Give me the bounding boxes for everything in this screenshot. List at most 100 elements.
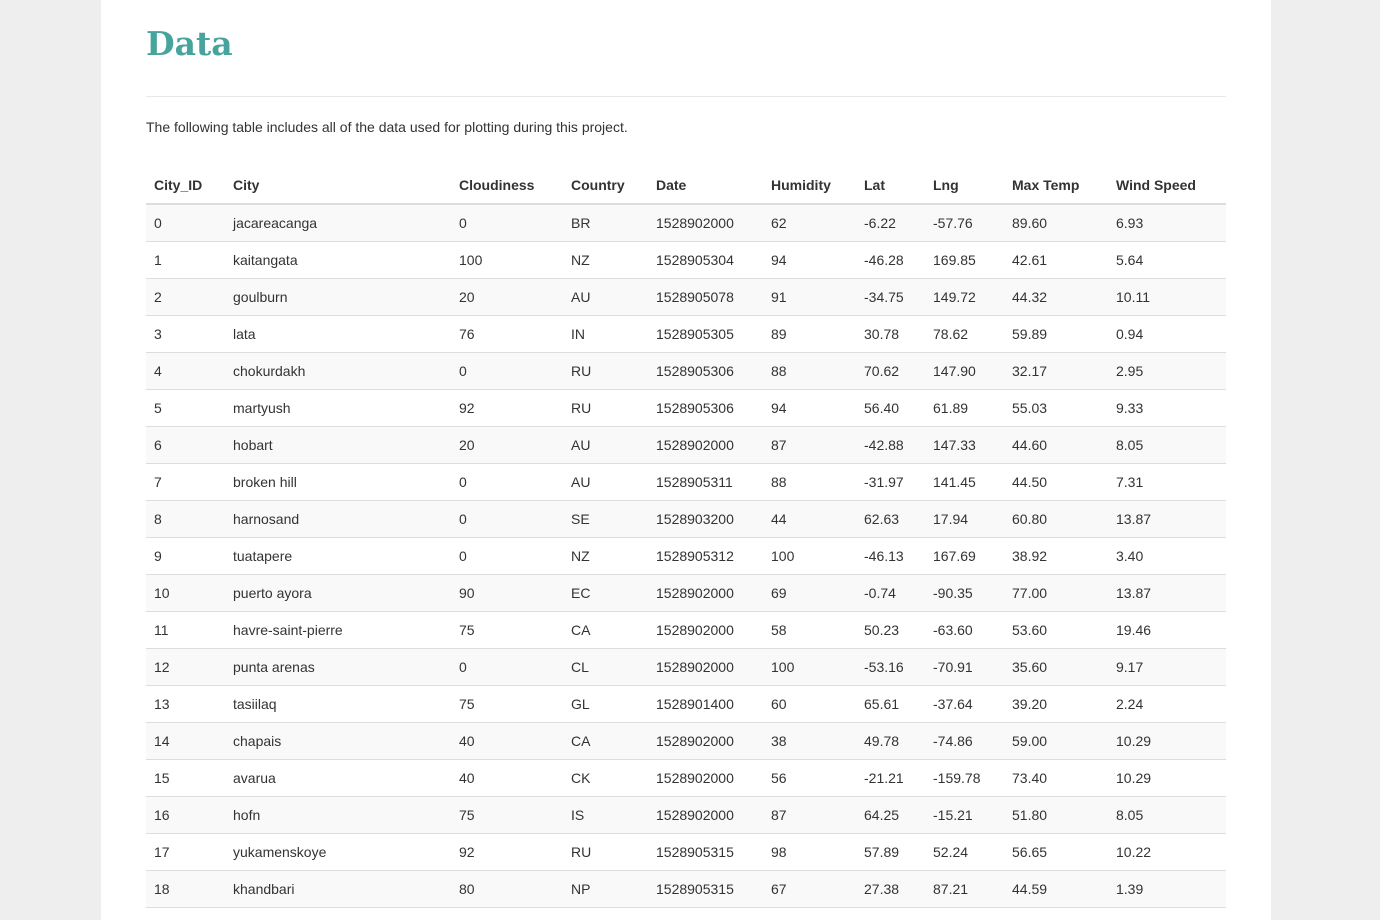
cell-cloudiness: 40 xyxy=(451,722,563,760)
cell-max-temp: 59.89 xyxy=(1004,315,1108,353)
cell-city-id: 5 xyxy=(146,389,225,427)
cell-city-id: 2 xyxy=(146,278,225,316)
cell-humidity: 44 xyxy=(763,500,856,538)
cell-max-temp: 51.80 xyxy=(1004,796,1108,834)
cell-humidity: 91 xyxy=(763,278,856,316)
table-row: 16 hofn 75 IS 1528902000 87 64.25 -15.21 51.80 8.… xyxy=(146,796,1226,834)
cell-lng: -159.78 xyxy=(925,759,1004,797)
cell-country: CL xyxy=(563,648,648,686)
table-header: City_ID City Cloudiness Country Date Hum… xyxy=(146,166,1226,205)
cell-lat: 56.40 xyxy=(856,389,925,427)
table-row: 13 tasiilaq 75 GL 1528901400 60 65.61 -37.64 39.… xyxy=(146,685,1226,723)
cell-date: 1528902000 xyxy=(648,796,763,834)
cell-lng: 149.72 xyxy=(925,278,1004,316)
cell-wind-speed: 13.87 xyxy=(1108,500,1226,538)
cell-city: punta arenas xyxy=(225,648,451,686)
cell-city-id: 8 xyxy=(146,500,225,538)
cell-cloudiness: 75 xyxy=(451,611,563,649)
cell-humidity: 100 xyxy=(763,537,856,575)
cell-city: jacareacanga xyxy=(225,204,451,242)
table-row: 12 punta arenas 0 CL 1528902000 100 -53.16 -70.… xyxy=(146,648,1226,686)
cell-date: 1528905311 xyxy=(648,463,763,501)
header-country: Country xyxy=(563,166,648,205)
cell-city-id: 16 xyxy=(146,796,225,834)
cell-city-id: 11 xyxy=(146,611,225,649)
cell-date: 1528903200 xyxy=(648,500,763,538)
cell-wind-speed: 10.11 xyxy=(1108,278,1226,316)
cell-lng: 52.24 xyxy=(925,833,1004,871)
cell-country: RU xyxy=(563,833,648,871)
cell-lat: -42.88 xyxy=(856,426,925,464)
cell-humidity: 67 xyxy=(763,870,856,908)
header-lng: Lng xyxy=(925,166,1004,205)
cell-country: AU xyxy=(563,426,648,464)
cell-lng: -70.91 xyxy=(925,648,1004,686)
cell-humidity: 69 xyxy=(763,574,856,612)
cell-lat: -53.16 xyxy=(856,648,925,686)
cell-lng: -15.21 xyxy=(925,796,1004,834)
cell-lat: 65.61 xyxy=(856,685,925,723)
cell-date: 1528905315 xyxy=(648,833,763,871)
cell-date: 1528902000 xyxy=(648,574,763,612)
cell-lng: 141.45 xyxy=(925,463,1004,501)
cell-lng: -90.35 xyxy=(925,574,1004,612)
header-date: Date xyxy=(648,166,763,205)
cell-cloudiness: 0 xyxy=(451,352,563,390)
cell-humidity: 89 xyxy=(763,315,856,353)
table-row: 8 harnosand 0 SE 1528903200 44 62.63 17.94 60.80… xyxy=(146,500,1226,538)
cell-city: tuatapere xyxy=(225,537,451,575)
data-table: City_ID City Cloudiness Country Date Hum… xyxy=(146,166,1226,908)
cell-city: chokurdakh xyxy=(225,352,451,390)
cell-lng: 17.94 xyxy=(925,500,1004,538)
cell-humidity: 56 xyxy=(763,759,856,797)
cell-humidity: 88 xyxy=(763,352,856,390)
table-row: 10 puerto ayora 90 EC 1528902000 69 -0.74 -90.3… xyxy=(146,574,1226,612)
cell-lat: -34.75 xyxy=(856,278,925,316)
cell-city: hofn xyxy=(225,796,451,834)
cell-cloudiness: 75 xyxy=(451,796,563,834)
cell-city-id: 6 xyxy=(146,426,225,464)
cell-lat: 62.63 xyxy=(856,500,925,538)
cell-max-temp: 53.60 xyxy=(1004,611,1108,649)
cell-wind-speed: 3.40 xyxy=(1108,537,1226,575)
cell-lng: -37.64 xyxy=(925,685,1004,723)
cell-country: AU xyxy=(563,463,648,501)
cell-city-id: 9 xyxy=(146,537,225,575)
cell-cloudiness: 0 xyxy=(451,500,563,538)
cell-wind-speed: 7.31 xyxy=(1108,463,1226,501)
cell-cloudiness: 0 xyxy=(451,463,563,501)
cell-wind-speed: 2.24 xyxy=(1108,685,1226,723)
cell-wind-speed: 13.87 xyxy=(1108,574,1226,612)
cell-date: 1528905306 xyxy=(648,389,763,427)
cell-wind-speed: 9.17 xyxy=(1108,648,1226,686)
cell-lng: -57.76 xyxy=(925,204,1004,242)
intro-text: The following table includes all of the … xyxy=(146,119,628,135)
cell-country: CA xyxy=(563,611,648,649)
cell-lat: 50.23 xyxy=(856,611,925,649)
cell-cloudiness: 80 xyxy=(451,870,563,908)
cell-date: 1528905306 xyxy=(648,352,763,390)
cell-wind-speed: 6.93 xyxy=(1108,204,1226,242)
cell-lat: -0.74 xyxy=(856,574,925,612)
table-row: 18 khandbari 80 NP 1528905315 67 27.38 87.21 44.… xyxy=(146,870,1226,908)
cell-city-id: 18 xyxy=(146,870,225,908)
cell-humidity: 88 xyxy=(763,463,856,501)
cell-max-temp: 89.60 xyxy=(1004,204,1108,242)
cell-country: SE xyxy=(563,500,648,538)
table-row: 14 chapais 40 CA 1528902000 38 49.78 -74.86 59.0… xyxy=(146,722,1226,760)
cell-wind-speed: 10.22 xyxy=(1108,833,1226,871)
cell-country: RU xyxy=(563,352,648,390)
cell-lat: -46.28 xyxy=(856,241,925,279)
cell-max-temp: 77.00 xyxy=(1004,574,1108,612)
cell-max-temp: 56.65 xyxy=(1004,833,1108,871)
cell-city-id: 10 xyxy=(146,574,225,612)
header-city: City xyxy=(225,166,451,205)
table-row: 4 chokurdakh 0 RU 1528905306 88 70.62 147.90 32.… xyxy=(146,352,1226,390)
cell-date: 1528905312 xyxy=(648,537,763,575)
cell-max-temp: 44.50 xyxy=(1004,463,1108,501)
cell-humidity: 94 xyxy=(763,389,856,427)
table-row: 15 avarua 40 CK 1528902000 56 -21.21 -159.78 73.… xyxy=(146,759,1226,797)
cell-wind-speed: 19.46 xyxy=(1108,611,1226,649)
cell-humidity: 60 xyxy=(763,685,856,723)
cell-city: broken hill xyxy=(225,463,451,501)
